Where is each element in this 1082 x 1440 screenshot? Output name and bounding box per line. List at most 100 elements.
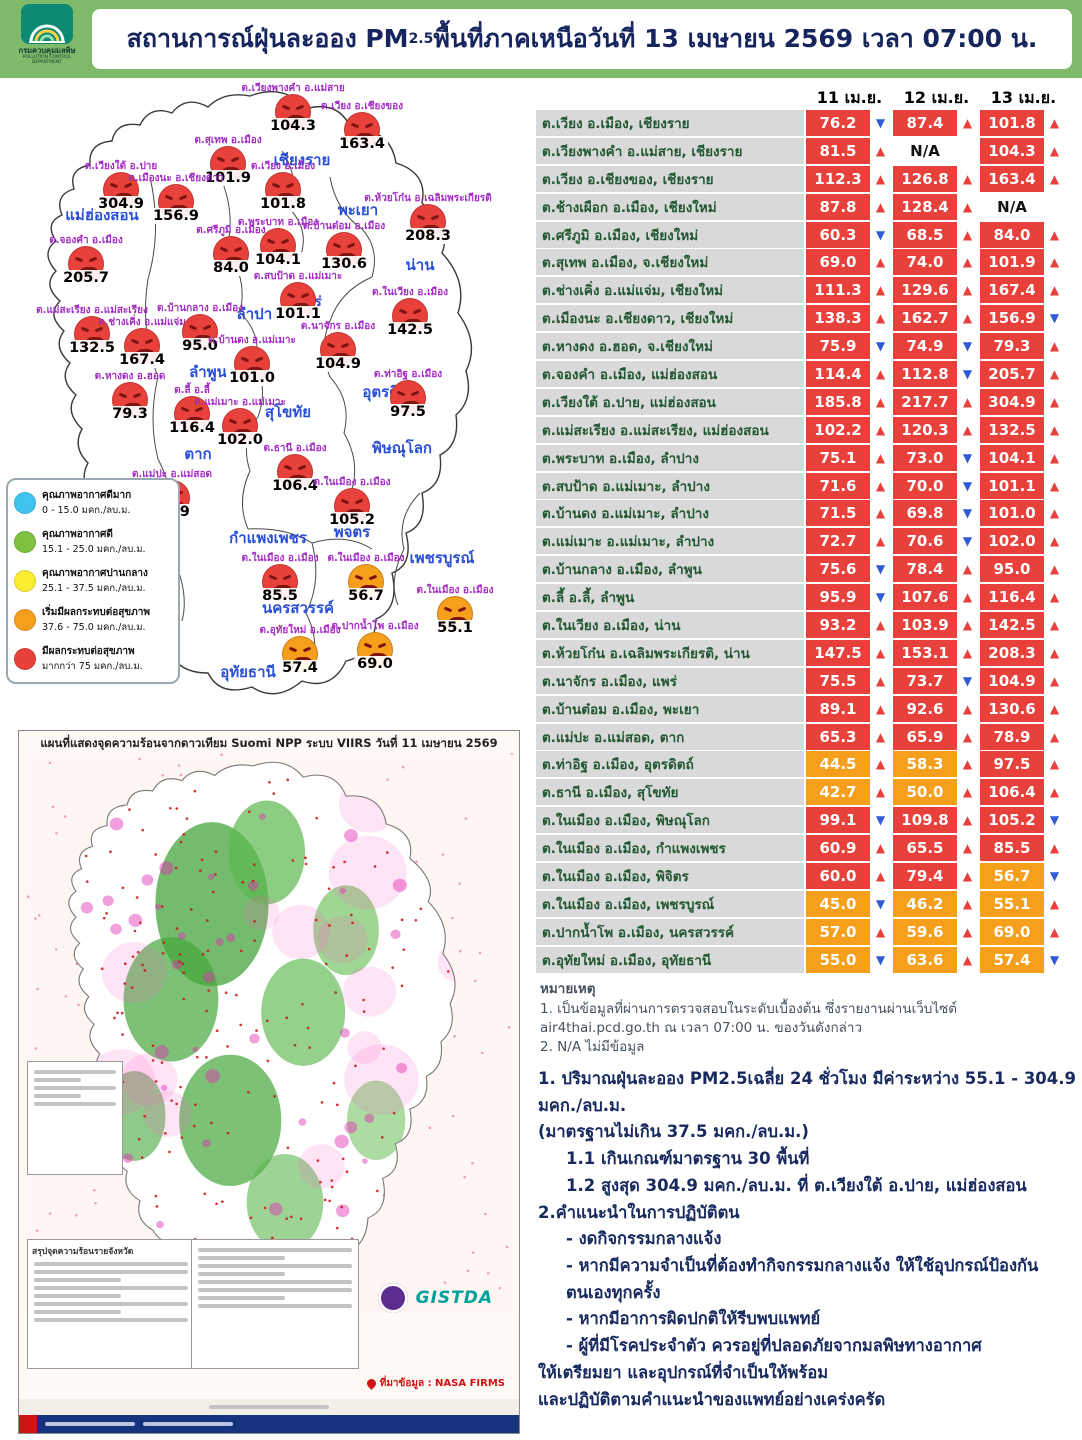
trend-up-icon: ▲: [1049, 562, 1060, 577]
pm-value: 68.5: [893, 221, 957, 248]
station-name: ต.ห้วยโก๋น อ.เฉลิมพระเกียรติ, น่าน: [536, 639, 804, 666]
trend-up-icon: ▲: [962, 311, 973, 326]
pm-value: 46.2: [893, 890, 957, 917]
pm-value: 57.4: [980, 946, 1044, 973]
pm-value: 156.9: [980, 305, 1044, 332]
pm-value: 106.4: [980, 779, 1044, 806]
station-marker: ต.จองคำ อ.เมือง 205.7: [49, 235, 123, 286]
pcd-logo-subtext: POLLUTION CONTROL DEPARTMENT: [22, 55, 72, 65]
station-marker: ต.แม่สะเรียง อ.แม่สะเรียง 132.5: [36, 305, 148, 356]
eye-icon: [80, 326, 90, 333]
table-row: ต.จองคำ อ.เมือง, แม่ฮ่องสอน 114.4 ▲ 112.8 ▼ 2…: [536, 361, 1080, 388]
station-label: ต.อุทัยใหม่ อ.เมือง: [259, 625, 341, 636]
eye-icon: [233, 246, 243, 253]
eye-icon: [240, 356, 250, 363]
eye-icon: [295, 104, 305, 111]
legend-label: เริ่มมีผลกระทบต่อสุขภาพ 37.6 - 75.0 มคก./…: [42, 605, 150, 635]
trend-up-icon: ▲: [1049, 757, 1060, 772]
pm-value: 99.1: [806, 807, 870, 834]
pm-value: 45.0: [806, 890, 870, 917]
pm-value: 44.5: [806, 751, 870, 778]
date-header: 13 เม.ย.: [990, 88, 1057, 107]
trend-down-icon: ▼: [875, 562, 886, 577]
station-value: 101.1: [272, 306, 324, 322]
station-name: ต.จองคำ อ.เมือง, แม่ฮ่องสอน: [536, 361, 804, 388]
legend-color-dot: [14, 570, 36, 592]
eye-icon: [271, 182, 281, 189]
trend-up-icon: ▲: [875, 143, 886, 158]
station-value: 163.4: [336, 136, 388, 152]
table-row: ต.เวียงใต้ อ.ปาย, แม่ฮ่องสอน 185.8 ▲ 217.7 ▲…: [536, 388, 1080, 415]
date-header: 12 เม.ย.: [903, 88, 970, 107]
gistda-wordmark: GISTDA: [415, 1288, 493, 1308]
station-marker: ต.ช่างเคิ่ง อ.แม่แจ่ม 167.4: [98, 317, 186, 368]
station-label: ต.ลี้ อ.ลี้: [174, 385, 210, 396]
legend-label: คุณภาพอากาศดีมาก 0 - 15.0 มคก./ลบ.ม.: [42, 488, 131, 518]
pm-value: 58.3: [893, 751, 957, 778]
trend-up-icon: ▲: [1049, 422, 1060, 437]
eye-icon: [302, 646, 312, 653]
eye-icon: [118, 392, 128, 399]
trend-up-icon: ▲: [875, 534, 886, 549]
trend-up-icon: ▲: [875, 394, 886, 409]
table-row: ต.ในเมือง อ.เมือง, เพชรบูรณ์ 45.0 ▼ 46.2 ▲ 55…: [536, 890, 1080, 917]
station-marker: ต.ในเมือง อ.เมือง 55.1: [416, 585, 494, 636]
trend-up-icon: ▲: [875, 841, 886, 856]
trend-up-icon: ▲: [1049, 645, 1060, 660]
eye-icon: [363, 642, 373, 649]
station-name: ต.ศรีภูมิ อ.เมือง, เชียงใหม่: [536, 221, 804, 248]
trend-up-icon: ▲: [962, 394, 973, 409]
province-label: ตาก: [184, 445, 212, 463]
pm-value: 65.9: [893, 723, 957, 750]
trend-up-icon: ▲: [1049, 841, 1060, 856]
pm-value: 153.1: [893, 639, 957, 666]
station-marker: ต.เวียง อ.เชียงของ 163.4: [321, 101, 403, 152]
station-value: 142.5: [384, 322, 436, 338]
pcd-logo-text: กรมควบคุมมลพิษ: [18, 46, 76, 55]
table-row: ต.ในเวียง อ.เมือง, น่าน 93.2 ▲ 103.9 ▲ 142.5 ▲: [536, 612, 1080, 639]
eye-icon: [283, 464, 293, 471]
station-label: ต.บ้านดง อ.แม่เมาะ: [208, 335, 296, 346]
station-value: 101.9: [202, 170, 254, 186]
rainbow-arc-icon: [29, 24, 65, 43]
summary-line: 1.1 เกินเกณฑ์มาตรฐาน 30 พื้นที่: [566, 1149, 810, 1169]
trend-up-icon: ▲: [1049, 618, 1060, 633]
station-name: ต.ธานี อ.เมือง, สุโขทัย: [536, 779, 804, 806]
station-value: 208.3: [402, 228, 454, 244]
trend-down-icon: ▼: [962, 534, 973, 549]
legend-line2: มากกว่า 75 มคก./ลบ.ม.: [42, 661, 143, 672]
trend-up-icon: ▲: [875, 785, 886, 800]
eye-icon: [130, 338, 140, 345]
trend-up-icon: ▲: [875, 869, 886, 884]
pm-value: 104.9: [980, 667, 1044, 694]
header-bar: กรมควบคุมมลพิษ POLLUTION CONTROL DEPARTM…: [0, 0, 1082, 78]
trend-up-icon: ▲: [962, 171, 973, 186]
station-name: ต.บ้านดง อ.แม่เมาะ, ลำปาง: [536, 500, 804, 527]
pm-value: 59.6: [893, 918, 957, 945]
trend-up-icon: ▲: [962, 562, 973, 577]
eye-icon: [219, 246, 229, 253]
trend-down-icon: ▼: [1049, 952, 1060, 967]
pm-value: 101.8: [980, 110, 1044, 136]
station-marker: ต.ในเมือง อ.เมือง 85.5: [241, 553, 319, 604]
date-header: 11 เม.ย.: [816, 88, 883, 107]
station-label: ต.ในเมือง อ.เมือง: [313, 477, 391, 488]
legend-color-dot: [14, 609, 36, 631]
pm-value: 217.7: [893, 388, 957, 415]
pm-value: 205.7: [980, 361, 1044, 388]
table-row: ต.หางดง อ.ฮอด, จ.เชียงใหม่ 75.9 ▼ 74.9 ▼ 79.3…: [536, 333, 1080, 360]
trend-up-icon: ▲: [962, 841, 973, 856]
table-row: ต.ศรีภูมิ อ.เมือง, เชียงใหม่ 60.3 ▼ 68.5 ▲ 84…: [536, 221, 1080, 248]
station-marker: ต.ท่าอิฐ อ.เมือง 97.5: [374, 369, 442, 420]
eye-icon: [340, 498, 350, 505]
hotspot-svg: [25, 753, 513, 1313]
pm-value: 95.9: [806, 584, 870, 611]
pm-value: 84.0: [980, 221, 1044, 248]
pm-value: 79.4: [893, 863, 957, 890]
table-row: ต.เวียง อ.เชียงของ, เชียงราย 112.3 ▲ 126.8 ▲…: [536, 165, 1080, 192]
station-label: ต.เวียง อ.เชียงของ: [320, 101, 404, 112]
station-label: ต.ศรีภูมิ อ.เมือง: [196, 225, 266, 236]
notes-block: หมายเหตุ 1. เป็นข้อมูลที่ผ่านการตรวจสอบใ…: [540, 980, 1070, 1057]
station-value: 130.6: [318, 256, 370, 272]
table-row: ต.อุทัยใหม่ อ.เมือง, อุทัยธานี 55.0 ▼ 63.6 ▲…: [536, 946, 1080, 973]
